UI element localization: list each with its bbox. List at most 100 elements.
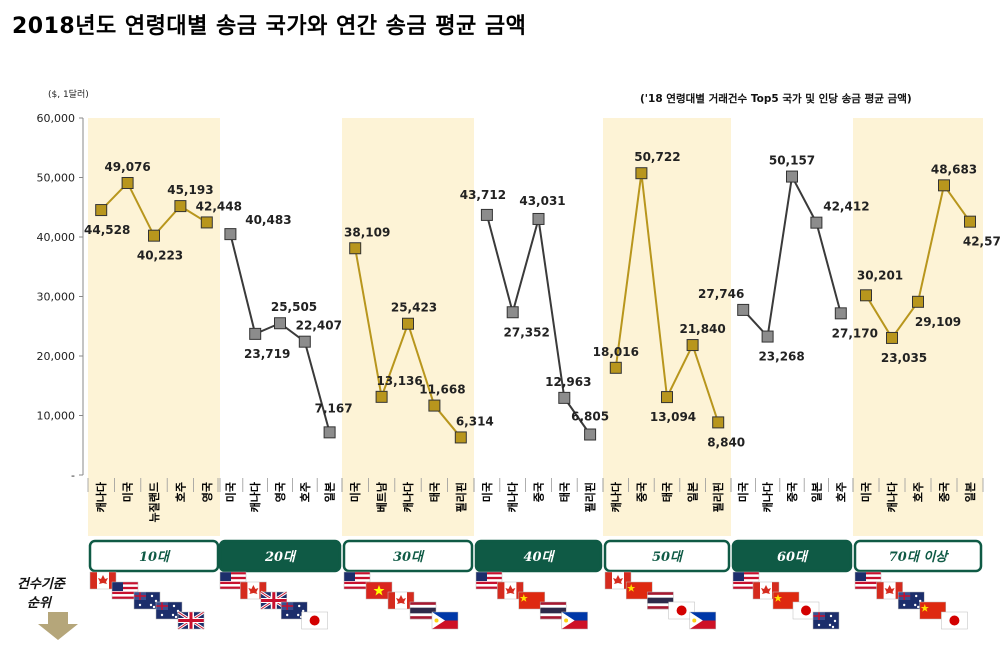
uk-flag-icon: [177, 610, 205, 631]
category-label: 태국: [557, 482, 571, 502]
flag-stripe: [855, 579, 881, 582]
usa-flag-icon: [732, 571, 760, 590]
china-flag-icon: [919, 601, 947, 620]
data-label: 30,201: [857, 268, 903, 282]
flag-band: [876, 582, 884, 599]
japan-flag-icon: [792, 601, 820, 620]
usa-flag-icon: [111, 581, 139, 600]
data-label: 38,109: [344, 225, 390, 239]
flag-stripe: [344, 586, 370, 589]
flag-border: [752, 581, 780, 600]
data-point: [810, 216, 823, 229]
category-label: 호주: [298, 482, 312, 502]
data-point: [323, 426, 336, 439]
data-label: 49,076: [104, 160, 150, 174]
flag-stripe: [112, 586, 138, 590]
flag-band: [605, 572, 612, 589]
data-point: [428, 399, 441, 412]
flag-border: [301, 611, 328, 630]
flag-stripe: [733, 572, 759, 575]
data-point: [375, 390, 388, 403]
category-label: 필리핀: [711, 482, 725, 512]
australia-flag-icon: [812, 611, 840, 630]
category-label: 태국: [427, 482, 441, 502]
data-label: 7,167: [315, 401, 353, 415]
banner-box: [88, 539, 220, 573]
category-label: 미국: [480, 482, 494, 502]
flag-stripe: [220, 586, 246, 589]
flag-stripe: [647, 606, 674, 610]
flag-border: [897, 591, 925, 610]
data-label: 6,805: [571, 410, 609, 424]
age-group-banner: 40대: [474, 539, 603, 573]
flag-stripe: [476, 579, 502, 582]
data-point: [609, 361, 622, 374]
flag-stripe: [476, 576, 502, 580]
flag-band: [772, 582, 779, 599]
flag-stripe: [432, 620, 458, 629]
maple-leaf: [761, 585, 771, 594]
age-group-banners: 10대 20대 30대 40대 50대 60대 70대 이상: [88, 539, 983, 573]
flag-stripe: [561, 620, 588, 629]
data-point: [506, 306, 519, 319]
flag-border: [539, 601, 567, 620]
flag-stripe: [647, 594, 674, 598]
flag-star: [373, 585, 385, 596]
data-point: [249, 327, 262, 340]
flag-stripe: [476, 584, 502, 587]
flag-stripe: [344, 581, 370, 585]
y-tick-label: 60,000: [37, 112, 76, 125]
flag-stripe: [112, 596, 138, 599]
category-label: 캐나다: [506, 481, 520, 512]
philippines-flag-icon: [689, 611, 717, 630]
y-tick-label: 40,000: [37, 231, 76, 244]
flag-stripe: [410, 604, 436, 608]
flag-border: [854, 571, 882, 590]
flag-star: [914, 603, 917, 607]
flag-stripe: [220, 584, 246, 587]
philippines-flag-icon: [561, 611, 588, 630]
canada-flag-icon: [604, 571, 632, 590]
thailand-flag-icon: [539, 601, 567, 620]
y-axis: - 10,000 20,000 30,000 40,000 50,000 60,000: [37, 112, 84, 482]
flag-sun: [676, 605, 687, 616]
category-label: 중국: [786, 482, 799, 502]
flag-sun: [801, 605, 811, 616]
canada-flag-icon: [387, 591, 415, 610]
canada-flag-icon: [240, 581, 267, 600]
y-tick-label: 50,000: [37, 172, 76, 185]
flag-stripe: [220, 579, 246, 582]
usa-flag-icon: [343, 571, 371, 590]
flag-star: [297, 613, 300, 617]
flag-field: [773, 592, 799, 609]
flag-stripe: [220, 576, 246, 580]
category-label: 필리핀: [454, 482, 468, 512]
flag-stripe: [220, 574, 246, 577]
flag-sun: [434, 618, 439, 623]
flag-border: [919, 601, 947, 620]
flag-star: [915, 594, 918, 598]
flag-border: [604, 571, 632, 590]
australia-flag-icon: [280, 601, 308, 620]
flag-stripe: [647, 597, 674, 601]
data-point: [121, 176, 134, 189]
flag-stripe: [344, 572, 370, 575]
flag-cross: [260, 599, 287, 602]
flag-border: [387, 591, 415, 610]
category-label: 호주: [173, 482, 187, 502]
data-point: [558, 391, 571, 404]
country-flags: [89, 571, 968, 631]
highlight-band: [88, 118, 220, 536]
rank-down-arrow-icon: [38, 612, 78, 640]
flag-band: [109, 572, 116, 589]
flag-sun: [692, 618, 697, 623]
data-point: [886, 331, 898, 344]
flag-border: [260, 591, 288, 610]
flag-stripe: [689, 620, 716, 629]
data-label: 50,157: [769, 154, 815, 168]
data-label: 22,407: [296, 319, 342, 333]
flag-band: [895, 582, 903, 599]
data-point: [224, 228, 237, 241]
background-layer: [88, 118, 983, 536]
